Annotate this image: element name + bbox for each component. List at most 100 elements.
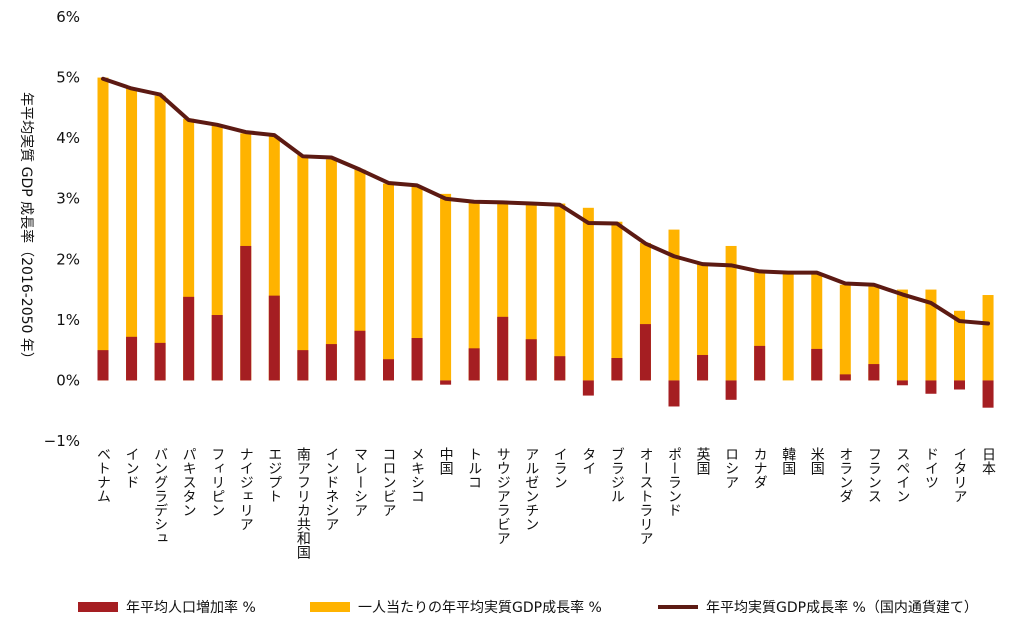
bar-population	[896, 380, 908, 386]
line-series	[101, 76, 991, 326]
bar-population	[868, 364, 880, 381]
bar-population	[725, 380, 737, 400]
category-label: ナイジェリア	[238, 447, 254, 531]
category-label: インド	[124, 447, 140, 489]
category-label: スペイン	[894, 447, 910, 503]
bar-population	[240, 245, 252, 381]
legend-item-per-capita: 一人当たりの年平均実質GDP成長率 %	[310, 597, 602, 617]
category-label: ブラジル	[609, 447, 625, 503]
category-label: マレーシア	[352, 447, 368, 517]
bar-per-capita	[354, 169, 366, 381]
category-label: フィリピン	[209, 447, 225, 517]
bar-population	[383, 359, 394, 381]
bar-population	[440, 380, 452, 385]
bar-population	[982, 380, 994, 408]
category-label: 英国	[695, 446, 711, 475]
bar-per-capita	[183, 118, 195, 381]
y-tick-label: 4%	[56, 129, 80, 147]
y-tick-label: 0%	[56, 371, 80, 389]
bar-population	[611, 358, 623, 381]
bar-population	[839, 374, 851, 381]
category-label: 中国	[438, 447, 454, 475]
y-tick-label: 1%	[56, 311, 80, 329]
bar-per-capita	[811, 273, 823, 381]
bar-population	[126, 336, 138, 381]
category-label: バングラデシュ	[152, 447, 168, 545]
bar-per-capita	[525, 202, 537, 381]
y-tick-label: 3%	[56, 190, 80, 208]
category-label: ロシア	[723, 447, 739, 489]
bar-population	[525, 339, 537, 381]
category-label: タイ	[580, 447, 596, 475]
bar-population	[468, 348, 480, 381]
category-label: カナダ	[752, 447, 768, 489]
bar-population	[325, 344, 337, 381]
bar-per-capita	[126, 88, 138, 381]
bar-population	[811, 348, 823, 381]
bar-population	[183, 296, 195, 381]
category-label: アルゼンチン	[523, 447, 539, 531]
bar-per-capita	[954, 310, 965, 381]
bar-population	[925, 380, 937, 394]
category-label: イラン	[552, 447, 568, 489]
bar-per-capita	[497, 201, 509, 381]
legend-item-gdp: 年平均実質GDP成長率 %（国内通貨建て）	[658, 597, 978, 617]
bar-per-capita	[97, 77, 109, 381]
y-tick-label: 6%	[56, 8, 80, 26]
category-label: オーストラリア	[637, 447, 653, 545]
bar-per-capita	[611, 221, 623, 381]
bar-per-capita	[725, 245, 737, 381]
category-label: フランス	[866, 447, 882, 503]
category-label: インドネシア	[323, 447, 339, 531]
bar-per-capita	[982, 295, 994, 381]
bar-population	[954, 380, 965, 390]
bar-population	[554, 356, 566, 381]
bar-population	[668, 380, 680, 407]
legend-item-population: 年平均人口増加率 %	[78, 597, 256, 617]
y-axis-ticks: 6% 5% 4% 3% 2% 1% 0% −1%	[44, 8, 80, 450]
bar-per-capita	[325, 159, 337, 381]
category-label: ポーランド	[666, 447, 682, 517]
category-label: ドイツ	[923, 447, 939, 489]
category-label: 韓国	[780, 447, 796, 475]
category-label: 米国	[809, 447, 825, 475]
category-label: イタリア	[952, 447, 968, 503]
bar-per-capita	[697, 264, 709, 381]
bar-per-capita	[154, 95, 166, 381]
bar-per-capita	[868, 286, 880, 381]
category-label: 南アフリカ共和国	[295, 447, 311, 559]
bar-population	[582, 380, 594, 396]
bar-population	[639, 324, 651, 381]
bar-per-capita	[754, 271, 766, 381]
category-label: ベトナム	[95, 447, 111, 503]
bar-per-capita	[639, 242, 651, 381]
category-label: メキシコ	[409, 447, 425, 503]
bar-population	[497, 316, 509, 381]
y-tick-label: −1%	[44, 432, 80, 450]
bar-per-capita	[440, 193, 452, 381]
bar-population	[697, 354, 709, 381]
category-label: オランダ	[837, 447, 853, 503]
legend-label-population: 年平均人口増加率 %	[126, 600, 256, 616]
bar-per-capita	[468, 201, 480, 381]
legend: 年平均人口増加率 % 一人当たりの年平均実質GDP成長率 % 年平均実質GDP成…	[60, 597, 1005, 617]
bar-per-capita	[782, 272, 794, 381]
y-axis-title-text: 年平均実質 GDP 成長率（2016-2050 年）	[18, 92, 35, 366]
category-label: サウジアラビア	[495, 447, 511, 545]
bar-per-capita	[896, 289, 908, 381]
category-label: 日本	[980, 447, 996, 475]
category-label: トルコ	[466, 447, 482, 489]
bar-per-capita	[268, 136, 280, 381]
bar-per-capita	[554, 203, 566, 381]
bar-population	[754, 345, 766, 381]
y-tick-label: 2%	[56, 250, 80, 268]
bar-population	[154, 342, 166, 381]
legend-label-gdp: 年平均実質GDP成長率 %（国内通貨建て）	[706, 600, 978, 616]
bar-per-capita	[839, 284, 851, 381]
bar-per-capita	[411, 186, 423, 381]
bar-population	[97, 350, 109, 381]
category-labels: ベトナム インド バングラデシュ パキスタン フィリピン ナイジェリア エジプト 南アフリカ共…	[95, 446, 996, 559]
legend-swatch-population	[78, 602, 118, 612]
bar-per-capita	[383, 183, 394, 381]
